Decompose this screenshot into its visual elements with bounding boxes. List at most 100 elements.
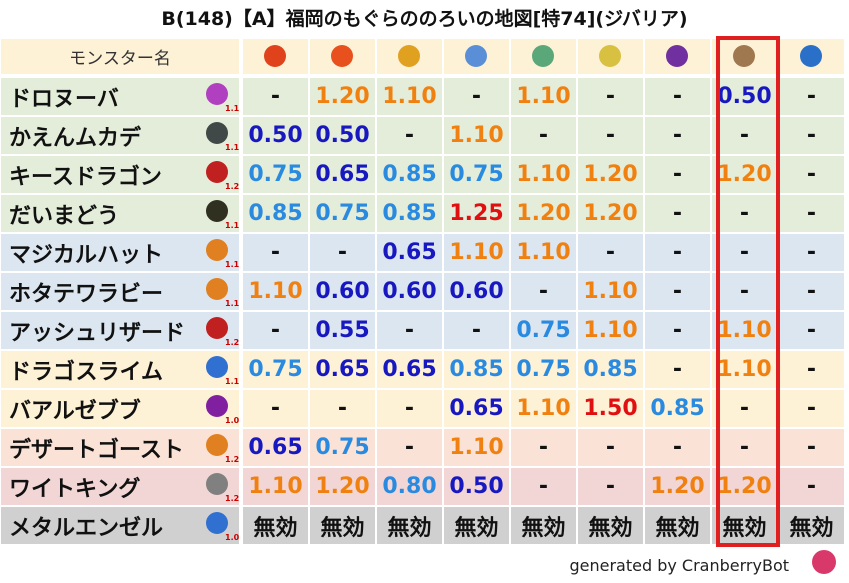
monster-name: ドラゴスライム	[0, 350, 240, 389]
resist-value: 1.10	[577, 272, 644, 311]
monster-size: 1.1	[225, 221, 240, 230]
resist-value: 0.50	[309, 116, 376, 155]
monster-name: キースドラゴン	[0, 155, 240, 194]
resist-value: 1.20	[510, 194, 577, 233]
resist-value: 0.75	[443, 155, 510, 194]
resist-value: 0.85	[644, 389, 711, 428]
monster-name: だいまどう	[0, 194, 240, 233]
resist-value: 0.60	[376, 272, 443, 311]
resist-value: 0.50	[443, 467, 510, 506]
resist-value: -	[778, 389, 845, 428]
resist-value: -	[510, 272, 577, 311]
monster-icon	[206, 83, 228, 105]
resist-value: -	[644, 350, 711, 389]
resist-value: -	[376, 428, 443, 467]
resist-value: -	[510, 428, 577, 467]
resist-value: 1.10	[242, 467, 309, 506]
monster-name: バアルゼブブ	[0, 389, 240, 428]
resist-value: 1.20	[309, 467, 376, 506]
resist-value: 0.75	[309, 194, 376, 233]
resist-value: 1.50	[577, 389, 644, 428]
resist-value: 1.10	[510, 77, 577, 116]
resist-value: 0.50	[711, 77, 778, 116]
resist-value: 0.80	[376, 467, 443, 506]
resist-value: -	[778, 77, 845, 116]
resist-value: -	[778, 155, 845, 194]
element-icon	[398, 45, 420, 67]
resist-value: 1.10	[443, 233, 510, 272]
resist-value: 1.10	[242, 272, 309, 311]
monster-size: 1.0	[225, 533, 240, 542]
resist-value: -	[644, 272, 711, 311]
element-icon	[264, 45, 286, 67]
resist-value: 0.75	[309, 428, 376, 467]
resist-value: -	[376, 311, 443, 350]
resist-value: 0.85	[443, 350, 510, 389]
element-icon	[331, 45, 353, 67]
resist-value: 1.20	[309, 77, 376, 116]
resist-value: -	[711, 428, 778, 467]
resist-value: -	[376, 389, 443, 428]
resist-value: -	[443, 77, 510, 116]
monster-size: 1.2	[225, 182, 240, 191]
resist-value: 0.85	[376, 155, 443, 194]
monster-name: ホタテワラビー	[0, 272, 240, 311]
monster-icon	[206, 200, 228, 222]
resist-value: 0.60	[309, 272, 376, 311]
monster-name: かえんムカデ	[0, 116, 240, 155]
element-icon	[800, 45, 822, 67]
resist-value: 1.20	[644, 467, 711, 506]
monster-size: 1.1	[225, 143, 240, 152]
resist-value: 1.10	[510, 233, 577, 272]
monster-size: 1.1	[225, 260, 240, 269]
resist-value: 1.10	[510, 389, 577, 428]
resist-value: 0.85	[376, 194, 443, 233]
resist-value: -	[644, 155, 711, 194]
resist-value: -	[242, 311, 309, 350]
resist-value: 0.75	[242, 155, 309, 194]
resist-value: 無効	[711, 506, 778, 545]
element-icon	[532, 45, 554, 67]
resist-value: -	[711, 389, 778, 428]
resist-value: 1.10	[711, 311, 778, 350]
resist-value: 0.65	[242, 428, 309, 467]
resist-value: -	[242, 389, 309, 428]
resist-value: 0.75	[510, 350, 577, 389]
resist-value: -	[711, 194, 778, 233]
resist-value: 0.75	[510, 311, 577, 350]
resist-value: -	[644, 428, 711, 467]
monster-size: 1.1	[225, 299, 240, 308]
resist-value: -	[644, 77, 711, 116]
monster-size: 1.2	[225, 455, 240, 464]
element-icon	[733, 45, 755, 67]
resist-value: 0.60	[443, 272, 510, 311]
element-icon	[666, 45, 688, 67]
resist-value: 無効	[376, 506, 443, 545]
resist-value: 1.10	[577, 311, 644, 350]
monster-size: 1.0	[225, 416, 240, 425]
element-icon	[465, 45, 487, 67]
header-name: モンスター名	[0, 38, 240, 75]
resist-value: -	[577, 467, 644, 506]
monster-size: 1.1	[225, 377, 240, 386]
resist-value: -	[711, 272, 778, 311]
monster-name: ワイトキング	[0, 467, 240, 506]
resist-value: 1.10	[443, 116, 510, 155]
title: B(148)【A】福岡のもぐらののろいの地図[特74](ジバリア)	[161, 8, 688, 30]
resist-value: 無効	[778, 506, 845, 545]
monster-icon	[206, 317, 228, 339]
resist-value: -	[577, 233, 644, 272]
monster-name: ドロヌーバ	[0, 77, 240, 116]
resist-value: -	[778, 467, 845, 506]
resist-value: 0.65	[376, 350, 443, 389]
monster-size: 1.2	[225, 494, 240, 503]
resist-value: -	[644, 194, 711, 233]
resist-value: -	[644, 311, 711, 350]
resist-value: 0.75	[242, 350, 309, 389]
resist-value: -	[443, 311, 510, 350]
monster-name: デザートゴースト	[0, 428, 240, 467]
element-icon	[599, 45, 621, 67]
resist-value: 1.20	[577, 155, 644, 194]
resist-value: -	[644, 233, 711, 272]
monster-icon	[206, 278, 228, 300]
